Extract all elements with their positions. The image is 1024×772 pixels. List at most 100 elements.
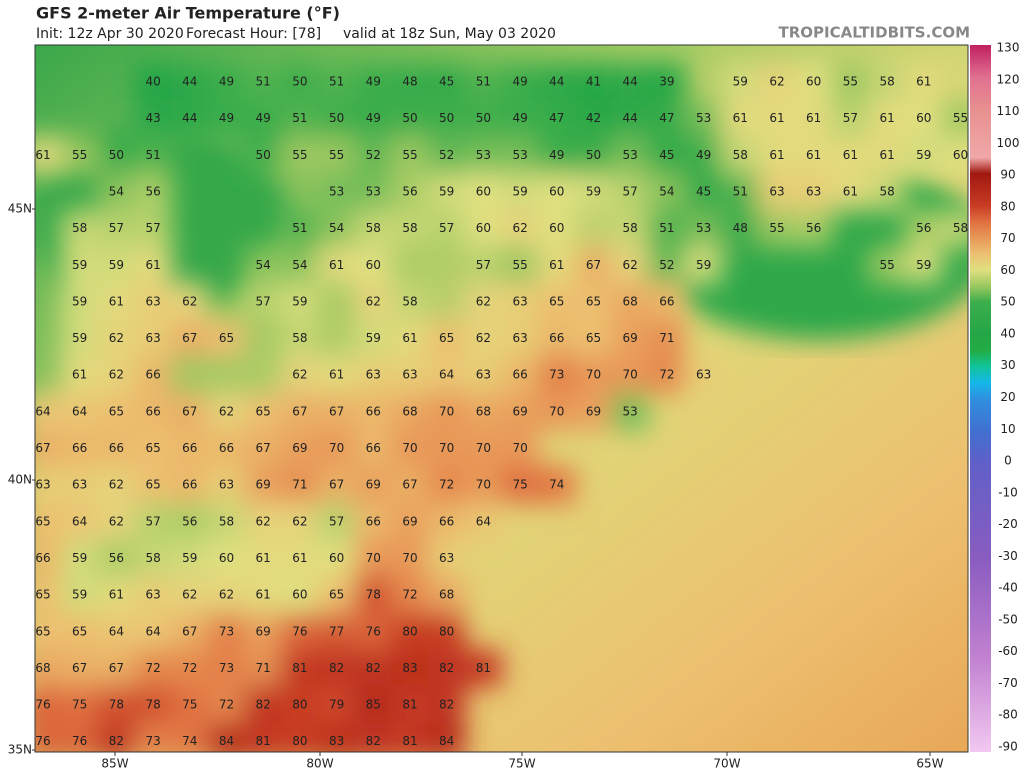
temperature-cell [244,576,283,615]
temperature-value: 85 [366,698,381,712]
temperature-cell [868,63,907,101]
colorbar-tick-label: -30 [998,549,1018,563]
temperature-cell [391,63,429,101]
temperature-value: 63 [806,184,821,198]
temperature-value: 65 [109,404,124,418]
temperature-value: 82 [366,734,381,748]
temperature-cell [537,282,576,321]
temperature-value: 65 [145,478,160,492]
temperature-value: 72 [145,661,160,675]
temperature-value: 70 [439,404,454,418]
temperature-value: 44 [623,75,638,89]
temperature-value: 53 [366,184,381,198]
temperature-value: 59 [733,75,748,89]
temperature-value: 48 [733,221,748,235]
temperature-cell [501,246,540,285]
temperature-cell [574,246,613,285]
temperature-cell [280,502,319,541]
temperature-value: 81 [256,734,271,748]
temperature-value: 69 [512,404,527,418]
temperature-cell [868,99,907,138]
colorbar-tick-label: 30 [1000,358,1015,372]
temperature-value: 66 [512,368,527,382]
temperature-value: 60 [549,221,564,235]
temperature-value: 61 [35,148,50,162]
temperature-value: 65 [35,624,50,638]
temperature-value: 43 [145,111,160,125]
temperature-value: 61 [806,148,821,162]
temperature-value: 56 [806,221,821,235]
temperature-cell [280,649,319,688]
temperature-cell [60,246,99,285]
temperature-value: 64 [109,624,124,638]
lon-label: 75W [508,757,535,771]
temperature-cell [501,282,540,321]
temperature-cell [427,649,466,688]
temperature-cell [60,649,99,688]
colorbar-tick-label: 130 [997,41,1020,55]
temperature-value: 70 [623,368,638,382]
temperature-cell [501,136,540,175]
temperature-cell [97,466,136,505]
temperature-value: 56 [145,184,160,198]
temperature-value: 64 [145,624,160,638]
temperature-cell [464,209,503,248]
temperature-cell [317,99,356,138]
temperature-value: 84 [219,734,234,748]
temperature-cell [427,539,466,578]
temperature-cell [317,502,356,541]
temperature-cell [647,356,686,395]
temperature-value: 81 [402,698,417,712]
temperature-value: 57 [843,111,858,125]
temperature-cell [97,392,136,431]
temperature-cell [317,686,356,725]
temperature-value: 60 [806,75,821,89]
lat-label: 35N [8,743,32,757]
temperature-value: 70 [439,441,454,455]
temperature-value: 76 [35,698,50,712]
temperature-value: 65 [219,331,234,345]
temperature-value: 62 [109,368,124,382]
temperature-cell [794,99,833,138]
temperature-cell [280,319,319,358]
temperature-value: 72 [219,698,234,712]
temperature-value: 51 [292,221,307,235]
temperature-value: 81 [476,661,491,675]
temperature-cell [280,686,319,725]
temperature-cell [354,429,393,468]
temperature-cell [501,63,540,101]
temperature-cell [464,282,503,321]
colorbar-tick-label: 120 [997,72,1020,86]
temperature-cell [611,356,650,395]
temperature-value: 67 [109,661,124,675]
temperature-value: 61 [256,588,271,602]
temperature-value: 67 [329,404,344,418]
temperature-cell [35,539,62,578]
temperature-value: 78 [366,588,381,602]
temperature-cell [391,612,429,651]
temperature-cell [317,209,356,248]
temperature-value: 62 [182,588,197,602]
temperature-cell [134,502,173,541]
temperature-value: 60 [366,258,381,272]
temperature-value: 61 [879,111,894,125]
temperature-value: 48 [402,75,417,89]
temperature-cell [207,576,246,615]
temperature-value: 49 [549,148,564,162]
temperature-value: 82 [256,698,271,712]
temperature-cell [391,466,429,505]
temperature-value: 62 [512,221,527,235]
temperature-cell [611,136,650,175]
temperature-value: 62 [182,294,197,308]
temperature-cell [611,246,650,285]
temperature-value: 45 [659,148,674,162]
temperature-cell [280,392,319,431]
temperature-value: 67 [402,478,417,492]
temperature-cell [831,136,870,175]
temperature-cell [391,539,429,578]
temperature-cell [684,99,723,138]
temperature-value: 55 [843,75,858,89]
temperature-value: 50 [476,111,491,125]
temperature-value: 62 [366,294,381,308]
